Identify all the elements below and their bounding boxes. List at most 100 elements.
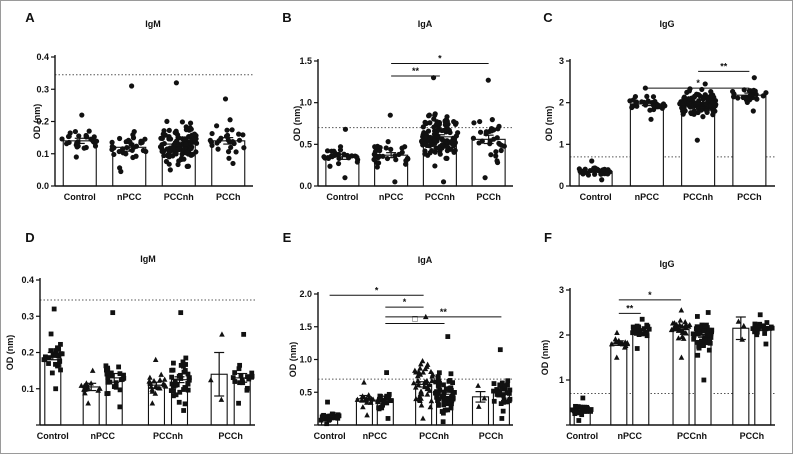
data-point (143, 148, 149, 155)
data-point (422, 134, 429, 141)
group-0 (576, 158, 613, 187)
data-point (149, 386, 155, 392)
data-point (699, 322, 705, 328)
x-tick-label: PCCnh (164, 192, 194, 202)
panel-title: IgM (140, 254, 156, 264)
data-point (170, 145, 176, 151)
data-point (48, 331, 54, 337)
group-2 (103, 310, 127, 426)
data-point (55, 353, 61, 358)
data-point (335, 160, 342, 167)
data-point (73, 154, 79, 160)
data-point (175, 161, 181, 168)
data-point (117, 404, 123, 410)
significance-label: □ (412, 313, 418, 323)
data-point (730, 94, 737, 100)
y-axis-label: OD (nm) (544, 106, 554, 142)
data-point (762, 331, 768, 336)
data-point (491, 388, 496, 394)
group-2 (419, 75, 461, 187)
data-point (730, 88, 736, 95)
data-point (109, 139, 115, 145)
bar (632, 329, 650, 426)
data-point (232, 379, 238, 384)
data-point (230, 160, 236, 167)
data-point (166, 127, 172, 133)
data-point (475, 382, 481, 388)
data-point (226, 155, 232, 161)
data-point (477, 118, 483, 125)
data-point (444, 395, 450, 401)
data-point (427, 387, 433, 393)
data-point (66, 133, 72, 139)
data-point (471, 120, 477, 126)
y-tick-label: 2 (559, 98, 564, 108)
data-point (440, 410, 446, 416)
group-6 (491, 347, 513, 426)
data-point (414, 373, 421, 379)
data-point (384, 400, 390, 406)
data-point (377, 393, 383, 399)
x-tick-label: Control (580, 192, 612, 202)
data-point (386, 391, 392, 397)
x-tick-label: PCCh (216, 192, 241, 202)
x-tick-label: Control (566, 431, 598, 441)
significance-label: * (438, 54, 442, 64)
data-point (178, 362, 184, 368)
data-point (440, 179, 447, 185)
significance-label: ** (412, 66, 420, 76)
data-point (450, 380, 456, 386)
data-point (158, 135, 164, 141)
data-point (181, 156, 187, 162)
data-point (768, 324, 774, 330)
data-point (501, 385, 507, 391)
x-tick-label: PCCh (476, 192, 501, 202)
y-axis-label: OD (nm) (288, 342, 298, 378)
data-point (383, 145, 389, 151)
data-point (754, 332, 760, 338)
y-tick-label: 0.5 (299, 139, 312, 149)
data-point (418, 402, 425, 408)
data-point (644, 333, 650, 339)
data-point (349, 153, 355, 159)
data-point (764, 320, 770, 325)
significance-label: * (696, 78, 700, 88)
data-point (704, 108, 710, 114)
data-point (678, 307, 685, 313)
data-point (149, 400, 156, 406)
chart-panel-E: E IgA OD (nm)0.5 1.0 1.5 2.0 Control nPCC PCCnh P… (283, 230, 513, 441)
data-point (501, 399, 506, 405)
x-tick-label: nPCC (635, 192, 660, 202)
data-point (108, 370, 114, 376)
data-point (452, 147, 458, 154)
x-tick-label: nPCC (117, 192, 142, 202)
data-point (58, 351, 64, 357)
data-point (185, 371, 191, 377)
data-point (190, 151, 196, 157)
data-point (605, 171, 611, 177)
data-point (51, 306, 57, 312)
data-point (222, 96, 229, 102)
data-point (95, 387, 102, 393)
data-point (410, 380, 417, 386)
data-point (133, 153, 139, 159)
data-point (682, 108, 688, 114)
data-point (639, 99, 645, 105)
data-point (706, 327, 712, 333)
data-point (453, 133, 459, 139)
data-point (238, 373, 244, 379)
panel-title: IgG (660, 259, 675, 269)
data-point (504, 390, 510, 396)
x-tick-label: PCCnh (683, 192, 713, 202)
bar (610, 342, 628, 426)
data-point (335, 412, 341, 418)
data-point (176, 146, 182, 153)
data-point (672, 326, 679, 332)
data-point (63, 141, 70, 147)
data-point (325, 399, 330, 405)
data-point (694, 314, 700, 319)
x-tick-label: PCCh (479, 431, 504, 441)
data-point (57, 358, 62, 364)
panel-label: E (283, 230, 292, 245)
